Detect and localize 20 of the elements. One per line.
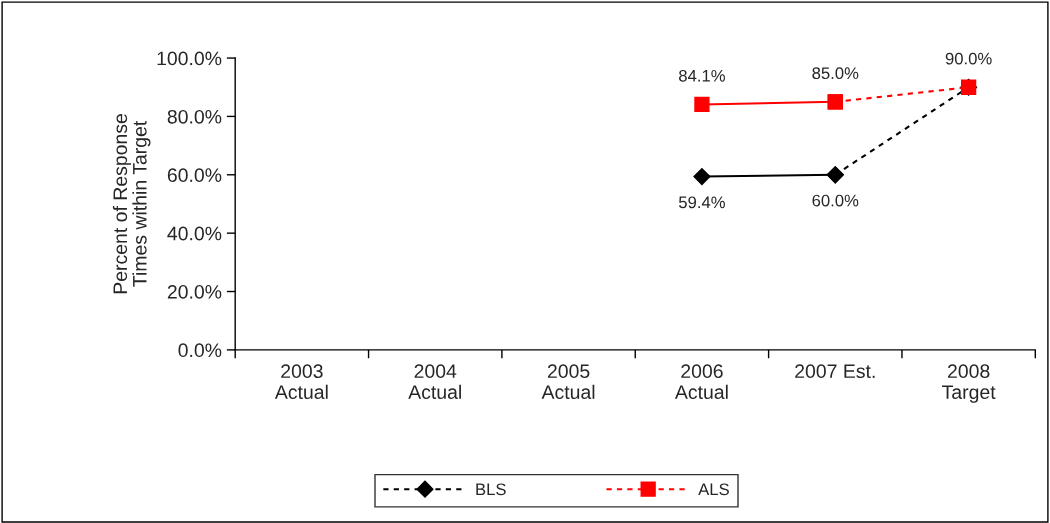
data-label: 84.1% [679,69,725,82]
y-tick-label: 0.0% [178,343,222,358]
y-tick-label: 80.0% [167,109,222,124]
legend-label: BLS [476,483,506,496]
data-label: 85.0% [812,67,859,80]
data-label: 59.4% [678,196,725,209]
y-tick-label: 100.0% [157,51,222,66]
legend-label: ALS [698,483,729,496]
x-tick-label: 2003 Actual [274,364,328,399]
x-tick-label: 2008 Target [942,364,996,403]
y-tick-label: 20.0% [167,284,222,299]
y-tick-label: 40.0% [167,226,222,241]
x-tick-label: 2006 Actual [674,364,728,399]
x-tick-label: 2004 Actual [408,364,461,399]
data-label: 60.0% [812,194,859,207]
x-tick-label: 2007 Est. [795,364,875,379]
y-tick-label: 60.0% [167,168,222,183]
data-label: 90.0% [945,52,992,65]
x-tick-label: 2005 Actual [541,364,595,399]
y-axis-title: Percent of Response Times within Target [112,114,151,294]
